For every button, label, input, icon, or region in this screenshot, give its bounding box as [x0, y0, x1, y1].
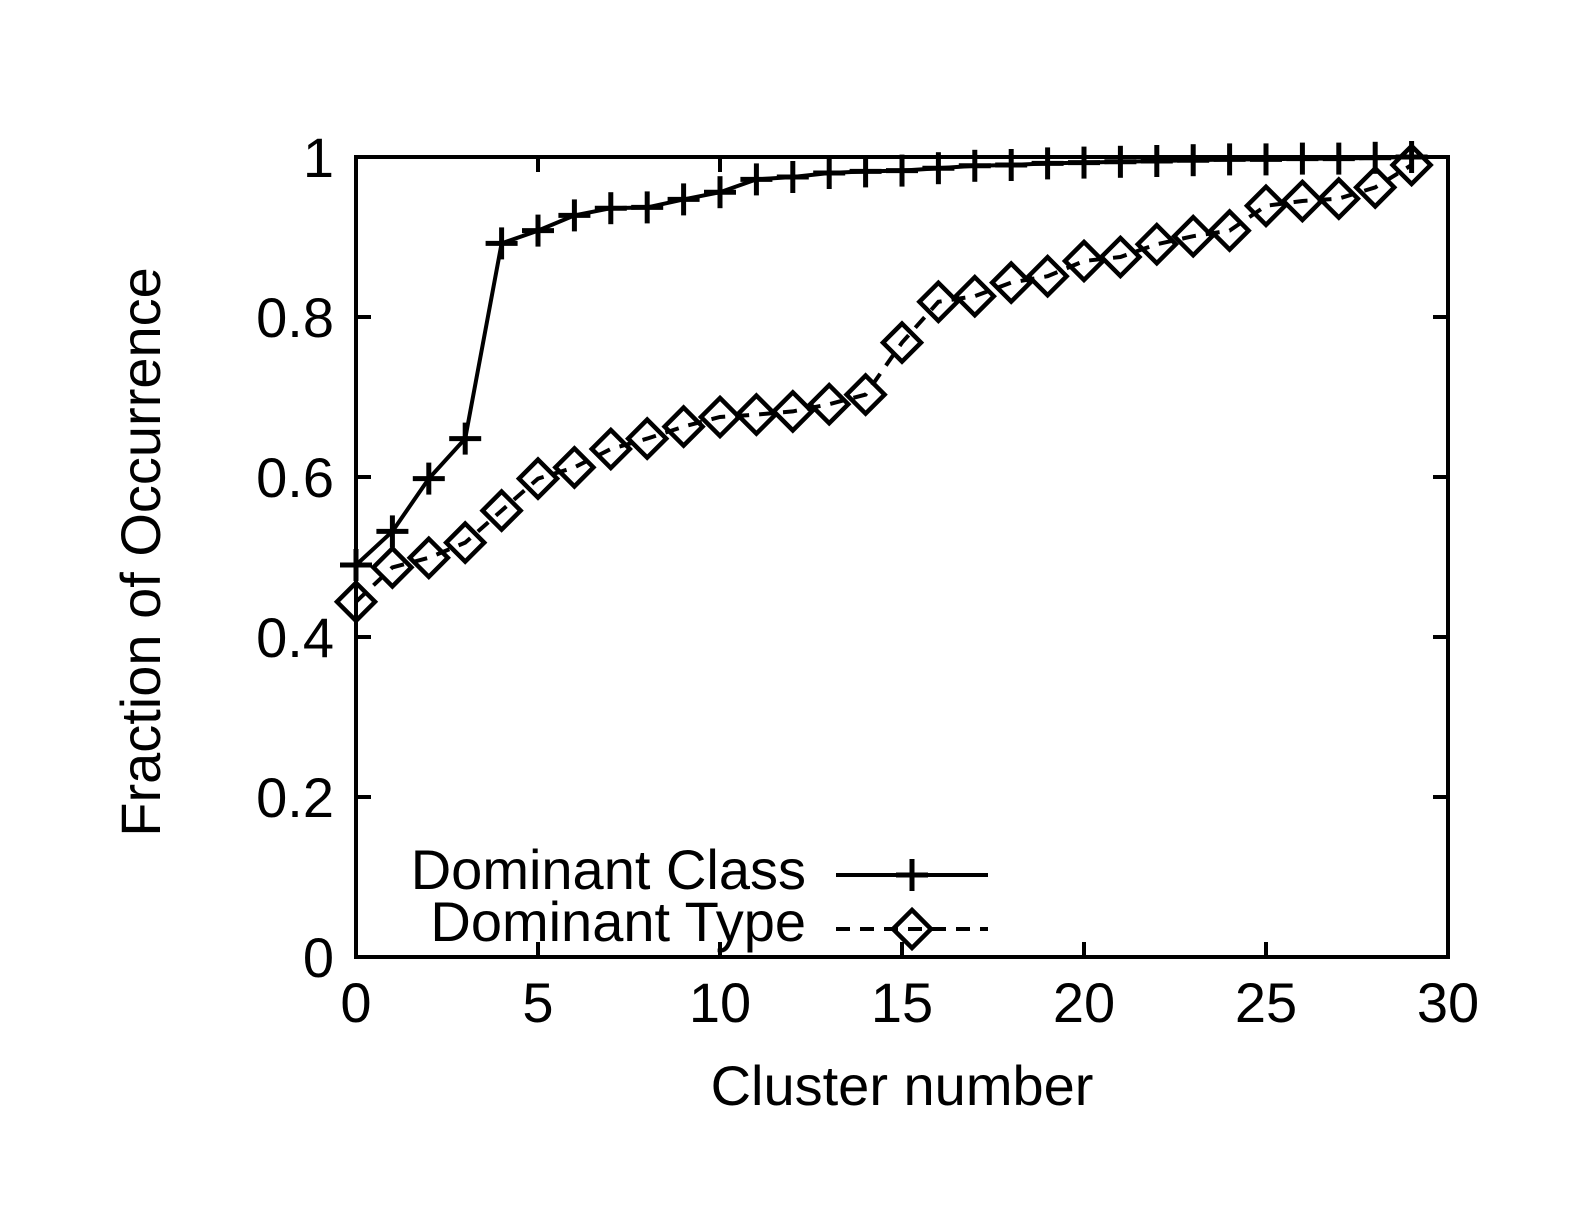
y-tick-label: 0.2	[256, 766, 334, 829]
diamond-marker	[479, 488, 524, 533]
diamond-marker	[1316, 176, 1361, 221]
plus-marker	[1177, 144, 1210, 177]
x-tick-label: 30	[1417, 971, 1479, 1034]
y-tick-label: 0.4	[256, 606, 334, 669]
plus-marker	[958, 149, 991, 182]
plus-marker	[1250, 143, 1282, 176]
diamond-marker	[1243, 183, 1289, 228]
plus-marker	[1031, 147, 1064, 180]
diamond-marker	[734, 392, 779, 437]
plus-marker	[631, 191, 664, 224]
plus-marker	[667, 183, 700, 216]
x-tick-label: 20	[1053, 971, 1115, 1034]
diamond-marker	[661, 404, 706, 449]
plus-marker	[922, 152, 955, 185]
y-tick-label: 0.6	[256, 446, 334, 509]
diamond-marker	[1061, 238, 1107, 284]
diamond-marker	[1098, 234, 1143, 280]
diamond-marker	[989, 260, 1034, 305]
diamond-marker	[952, 274, 997, 319]
plot-border	[354, 155, 1450, 959]
plus-marker	[522, 214, 554, 247]
x-tick-label: 5	[522, 971, 553, 1034]
y-axis-title: Fraction of Occurrence	[109, 267, 172, 837]
diamond-marker	[1025, 254, 1070, 299]
x-axis-title: Cluster number	[711, 1054, 1094, 1117]
plus-marker	[1068, 146, 1100, 179]
legend-samples	[836, 859, 988, 952]
y-tick-label: 0.8	[256, 286, 334, 349]
x-tick-label: 15	[871, 971, 933, 1034]
plus-marker	[1104, 145, 1137, 178]
plus-marker	[594, 192, 627, 225]
diamond-marker	[879, 320, 925, 365]
diamond-marker	[552, 445, 597, 490]
diamond-marker	[443, 520, 488, 565]
plus-marker	[886, 154, 918, 187]
y-tick-label: 1	[303, 126, 334, 189]
plus-marker	[740, 163, 773, 196]
diamond-marker	[1280, 178, 1325, 224]
diamond-marker	[843, 372, 888, 417]
diamond-marker	[1171, 214, 1216, 259]
diamond-marker	[370, 545, 415, 590]
plus-marker	[1286, 142, 1319, 175]
series-dominant-type	[333, 142, 1434, 624]
x-tick-label: 10	[689, 971, 751, 1034]
plus-marker	[813, 157, 846, 189]
legend-label-dominant-type: Dominant Type	[430, 890, 806, 953]
diamond-marker	[515, 456, 561, 501]
diamond-marker	[1207, 208, 1252, 253]
series-dominant-class	[340, 141, 1428, 581]
legend-label-dominant-class: Dominant Class	[411, 838, 806, 901]
diamond-marker	[1134, 222, 1179, 267]
plus-marker	[485, 227, 518, 260]
legend-plus-marker	[896, 859, 928, 891]
diamond-marker	[770, 389, 815, 434]
diamond-marker	[406, 535, 451, 580]
plus-marker	[340, 549, 372, 581]
plus-marker	[449, 422, 482, 455]
plot-area: 0 5 10 15 20 25 30 0 0.2 0.4 0.6 0.8 1	[256, 126, 1479, 1034]
y-tick-label: 0	[303, 926, 334, 989]
diamond-marker	[1389, 142, 1434, 188]
plus-marker	[1322, 142, 1355, 175]
plus-marker	[558, 199, 591, 232]
diamond-marker	[333, 579, 379, 624]
series-line-dominant-type	[354, 163, 1413, 604]
diamond-marker	[588, 426, 633, 472]
plus-marker	[995, 149, 1028, 181]
diamond-marker	[807, 382, 852, 427]
plus-marker	[849, 155, 882, 188]
diamond-marker	[625, 416, 670, 461]
plus-marker	[1213, 143, 1246, 176]
plus-marker	[1140, 145, 1173, 177]
legend: Dominant Class Dominant Type	[411, 838, 988, 953]
plus-marker	[412, 462, 445, 495]
plus-marker	[376, 515, 409, 548]
legend-diamond-marker	[889, 906, 935, 952]
plus-marker	[704, 176, 736, 209]
diamond-marker	[1353, 165, 1398, 210]
x-tick-label: 0	[340, 971, 371, 1034]
diamond-marker	[697, 394, 743, 440]
diamond-marker	[916, 279, 961, 324]
x-tick-label: 25	[1235, 971, 1297, 1034]
plus-marker	[776, 161, 809, 193]
